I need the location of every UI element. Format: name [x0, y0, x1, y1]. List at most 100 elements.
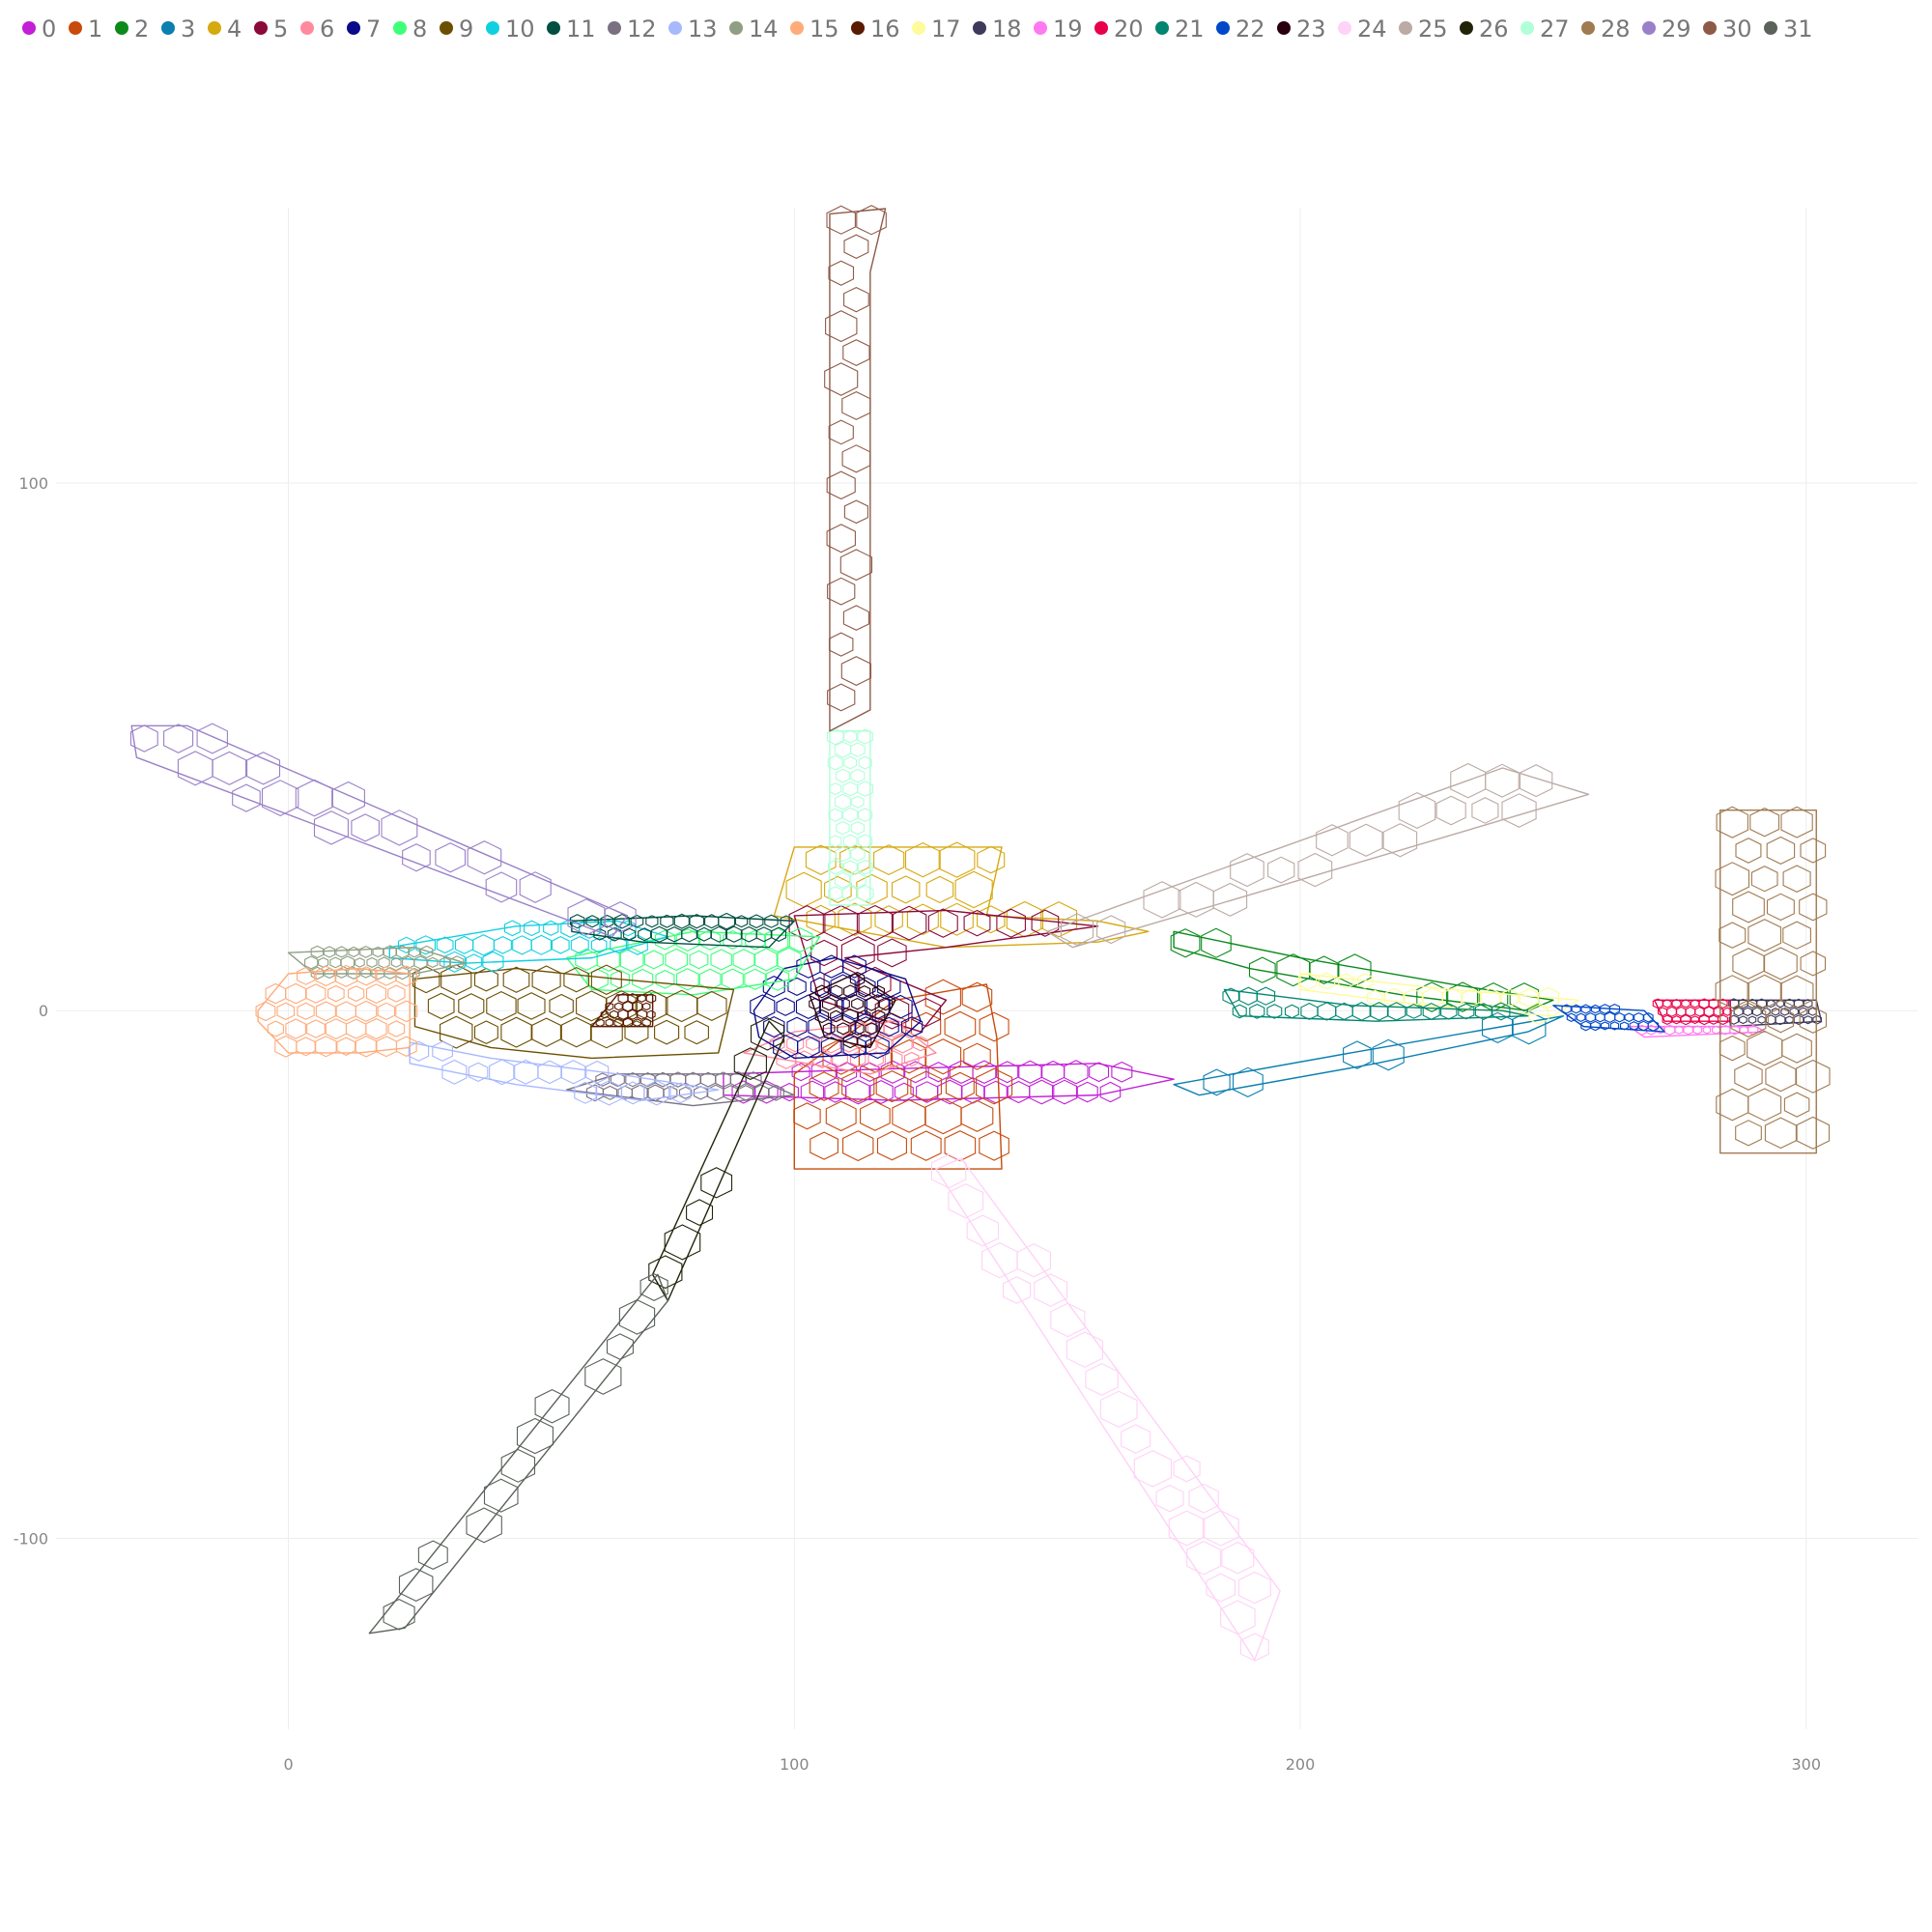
mesh-cell [805, 844, 837, 875]
mesh-cell [769, 1036, 785, 1052]
legend-item-5[interactable]: 5 [254, 15, 288, 43]
mesh-cell [395, 1000, 418, 1023]
mesh-cell [1781, 1033, 1812, 1064]
mesh-cell [327, 984, 345, 1003]
mesh-cell [827, 754, 843, 771]
legend-label: 23 [1296, 15, 1326, 43]
mesh-cell [927, 908, 958, 938]
mesh-cell [900, 1016, 923, 1038]
legend-item-20[interactable]: 20 [1094, 15, 1144, 43]
legend-item-11[interactable]: 11 [547, 15, 596, 43]
legend-item-0[interactable]: 0 [22, 15, 56, 43]
mesh-cell [610, 969, 630, 989]
mesh-cell [1002, 1276, 1032, 1304]
mesh-cell [875, 1069, 909, 1103]
legend-label: 9 [459, 15, 473, 43]
mesh-cell [1366, 989, 1383, 1007]
mesh-cell [1757, 1015, 1766, 1024]
legend-item-9[interactable]: 9 [440, 15, 473, 43]
mesh-cell [1783, 1092, 1810, 1118]
legend-item-17[interactable]: 17 [912, 15, 961, 43]
legend-item-19[interactable]: 19 [1034, 15, 1083, 43]
mesh-cell [1732, 891, 1765, 923]
mesh-cell [595, 1072, 611, 1087]
legend-item-25[interactable]: 25 [1399, 15, 1448, 43]
legend-item-27[interactable]: 27 [1520, 15, 1570, 43]
mesh-cell [335, 1001, 356, 1022]
mesh-cell [435, 842, 467, 873]
legend-item-18[interactable]: 18 [973, 15, 1022, 43]
mesh-cell [1743, 1007, 1753, 1017]
mesh-cell [826, 470, 856, 500]
legend-item-26[interactable]: 26 [1460, 15, 1509, 43]
legend-item-15[interactable]: 15 [790, 15, 839, 43]
mesh-cell [1398, 791, 1436, 830]
mesh-cell [979, 1011, 1009, 1042]
legend-item-22[interactable]: 22 [1216, 15, 1265, 43]
legend-item-7[interactable]: 7 [347, 15, 381, 43]
mesh-cell [334, 964, 357, 987]
legend-item-1[interactable]: 1 [69, 15, 102, 43]
legend-item-2[interactable]: 2 [115, 15, 149, 43]
legend-item-30[interactable]: 30 [1703, 15, 1752, 43]
mesh-cell [762, 975, 785, 998]
legend-item-3[interactable]: 3 [161, 15, 195, 43]
mesh-cell [1343, 1040, 1372, 1069]
mesh-cell [413, 955, 428, 970]
mesh-cell [436, 936, 454, 954]
y-tick-label: 100 [18, 474, 48, 493]
legend-item-31[interactable]: 31 [1764, 15, 1813, 43]
mesh-cell [860, 1100, 891, 1131]
legend-item-16[interactable]: 16 [851, 15, 900, 43]
mesh-cell [1232, 1004, 1247, 1019]
mesh-cell [824, 1081, 847, 1103]
mesh-cell [810, 1059, 837, 1085]
mesh-cell [826, 727, 844, 746]
legend-item-29[interactable]: 29 [1642, 15, 1691, 43]
part-1 [793, 979, 1013, 1170]
mesh-cell [1716, 806, 1748, 838]
mesh-cell [1671, 998, 1682, 1009]
legend-item-6[interactable]: 6 [300, 15, 334, 43]
legend-item-12[interactable]: 12 [608, 15, 657, 43]
mesh-cell [878, 997, 893, 1011]
legend-item-14[interactable]: 14 [729, 15, 779, 43]
legend-item-28[interactable]: 28 [1581, 15, 1631, 43]
mesh-cell [877, 938, 907, 968]
mesh-cell [1220, 1600, 1256, 1635]
legend-marker [1155, 21, 1169, 35]
mesh-cell [892, 1098, 926, 1133]
mesh-cell [1782, 921, 1811, 950]
mesh-cell [1173, 1455, 1201, 1483]
legend-item-23[interactable]: 23 [1277, 15, 1326, 43]
mesh-cell [945, 1071, 975, 1101]
mesh-cell [359, 945, 373, 958]
part-16 [591, 992, 657, 1028]
mesh-cell [623, 927, 637, 941]
legend-label: 24 [1357, 15, 1387, 43]
mesh-cell [232, 783, 261, 812]
legend-item-21[interactable]: 21 [1155, 15, 1205, 43]
mesh-cell [903, 1051, 920, 1067]
mesh-cell [904, 841, 941, 878]
legend-label: 3 [181, 15, 195, 43]
legend-item-13[interactable]: 13 [668, 15, 718, 43]
mesh-cell [1576, 1012, 1586, 1023]
legend-item-24[interactable]: 24 [1338, 15, 1387, 43]
mesh-cell [829, 984, 843, 999]
mesh-cell [408, 1040, 430, 1062]
legend-item-8[interactable]: 8 [393, 15, 427, 43]
mesh-cell [398, 1568, 434, 1603]
mesh-cell [163, 724, 194, 753]
mesh-cell [585, 1084, 604, 1102]
mesh-cell [1775, 1014, 1786, 1026]
legend[interactable]: 0 1 2 3 4 5 6 7 8 9 10 11 12 13 14 15 16 17 18 19 20 21 22 23 24… [22, 15, 1813, 43]
mesh-cell [1096, 915, 1126, 945]
legend-item-4[interactable]: 4 [208, 15, 242, 43]
legend-item-10[interactable]: 10 [486, 15, 535, 43]
mesh-cell [646, 1084, 665, 1102]
legend-marker [1520, 21, 1534, 35]
mesh-cell [1767, 1007, 1794, 1034]
mesh-cell [857, 859, 873, 875]
mesh-cell [1624, 1012, 1634, 1023]
